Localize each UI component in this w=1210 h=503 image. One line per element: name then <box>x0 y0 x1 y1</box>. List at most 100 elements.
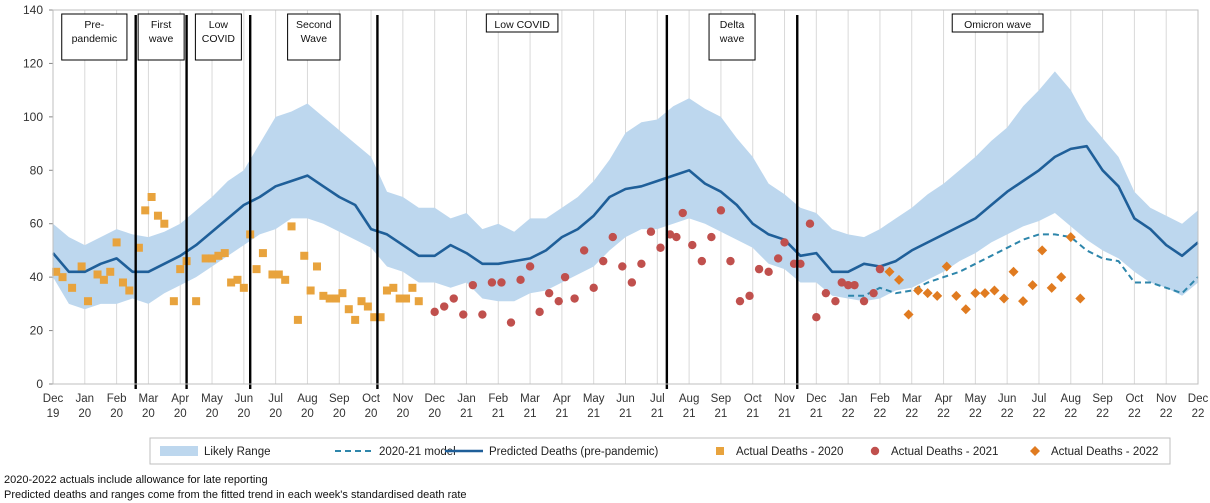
actual-2020-point <box>351 315 360 324</box>
actual-2020-point <box>68 283 77 292</box>
actual-2021-point <box>688 240 697 250</box>
x-tick-label-month: Apr <box>171 393 189 405</box>
actual-2021-point <box>726 256 735 266</box>
actual-2021-point <box>487 278 497 287</box>
phase-label-text: Omicron wave <box>964 19 1031 31</box>
actual-2021-point <box>589 283 598 293</box>
actual-2022-point <box>989 285 1000 296</box>
actual-2020-point <box>208 254 217 263</box>
y-tick-label: 140 <box>23 3 43 17</box>
actual-2020-point <box>214 251 223 260</box>
actual-2020-point <box>319 291 328 300</box>
actual-2022-point <box>979 288 990 299</box>
x-tick-label-year: 20 <box>365 408 378 420</box>
actual-2020-point <box>125 286 134 295</box>
x-tick-label-month: Jun <box>235 393 254 405</box>
actual-2020-point <box>233 275 242 284</box>
x-tick-label-year: 21 <box>651 408 664 420</box>
actual-2021-point <box>525 262 535 271</box>
x-tick-label-year: 20 <box>142 408 155 420</box>
actual-2020-point <box>344 305 353 314</box>
legend-box <box>149 437 1171 465</box>
phase-label-box <box>194 13 242 61</box>
actual-2021-point <box>627 278 637 287</box>
phase-label-text: First <box>151 19 171 31</box>
y-tick-label: 100 <box>23 110 43 124</box>
actual-2022-point <box>951 290 962 301</box>
x-tick-label-month: Nov <box>774 393 795 405</box>
actual-2021-point <box>850 280 859 290</box>
y-tick-label: 60 <box>30 217 44 231</box>
x-tick-label-month: Nov <box>393 393 414 405</box>
actual-2021-point <box>780 238 789 247</box>
x-tick-label-month: Dec <box>424 393 445 405</box>
x-tick-label-year: 22 <box>1160 408 1173 420</box>
phase-label-text: Second <box>296 19 332 31</box>
actual-2022-point <box>998 293 1009 304</box>
x-tick-label-year: 21 <box>810 408 823 420</box>
actual-2020-point <box>220 249 229 258</box>
x-tick-label-month: Jul <box>650 393 665 405</box>
actual-2020-point <box>169 297 178 306</box>
actual-2022-point <box>1075 293 1086 304</box>
x-tick-label-year: 21 <box>683 408 696 420</box>
x-tick-label-month: Oct <box>1125 393 1144 405</box>
actual-2021-point <box>831 296 840 306</box>
x-tick-label-year: 20 <box>237 408 250 420</box>
actual-2020-point <box>281 275 290 284</box>
actual-2021-point <box>468 280 478 290</box>
phase-label-box <box>951 13 1044 33</box>
actual-2021-point <box>646 227 656 236</box>
actual-2020-point <box>147 193 156 201</box>
actual-2020-point <box>293 315 302 324</box>
legend-swatch-diamond <box>1030 446 1040 456</box>
phase-label-text: COVID <box>202 33 236 45</box>
x-tick-label-year: 20 <box>333 408 346 420</box>
actual-2020-point <box>192 297 201 306</box>
x-tick-label-month: Feb <box>488 393 508 405</box>
x-tick-label-year: 20 <box>206 408 219 420</box>
actual-2021-point <box>637 259 646 268</box>
phase-label-text: Low COVID <box>494 19 550 31</box>
actual-2022-point <box>1046 282 1057 293</box>
footnote-late-reporting: 2020-2022 actuals include allowance for … <box>4 474 268 486</box>
actual-2021-point <box>745 291 754 301</box>
actual-2022-point <box>913 285 924 296</box>
actual-2021-point <box>430 307 439 317</box>
predicted-deaths-line <box>52 144 1199 274</box>
legend: Likely Range 2020-21 model Predicted Death… <box>149 437 1171 465</box>
x-tick-label-month: Jul <box>1032 393 1047 405</box>
x-tick-label-year: 20 <box>396 408 409 420</box>
phase-label-text: Wave <box>301 33 328 45</box>
x-tick-label-month: Mar <box>139 393 159 405</box>
x-tick-label-year: 20 <box>110 408 123 420</box>
actual-2022-point <box>903 309 914 320</box>
actual-2020-point <box>118 278 127 287</box>
x-tick-label-year: 22 <box>874 408 887 420</box>
x-tick-label-month: May <box>201 393 223 405</box>
actual-2020-point <box>106 267 115 276</box>
y-tick-label: 80 <box>30 163 44 177</box>
y-tick-label: 20 <box>30 324 44 338</box>
actual-2020-point <box>160 219 169 228</box>
phase-label-box <box>287 13 341 61</box>
x-tick-label-month: Sep <box>1092 393 1112 405</box>
actual-2020-point <box>99 275 108 284</box>
model-2020-21-line <box>848 233 1199 297</box>
x-tick-label-year: 20 <box>174 408 187 420</box>
x-tick-label-month: Feb <box>107 393 127 405</box>
actual-2021-point <box>554 296 563 306</box>
phase-label-text: Delta <box>720 19 745 31</box>
x-tick-label-year: 22 <box>1033 408 1046 420</box>
x-tick-label-year: 22 <box>1096 408 1109 420</box>
actual-2022-point <box>941 261 952 272</box>
actual-2020-point <box>300 251 309 260</box>
x-tick-label-year: 22 <box>969 408 982 420</box>
actual-2021-point <box>812 313 821 322</box>
actual-2021-point <box>560 272 570 282</box>
y-tick-label: 120 <box>23 56 43 70</box>
x-tick-label-month: Mar <box>902 393 922 405</box>
x-tick-label-month: May <box>583 393 605 405</box>
actual-2021-point <box>875 264 885 274</box>
actual-2021-point <box>672 232 681 242</box>
